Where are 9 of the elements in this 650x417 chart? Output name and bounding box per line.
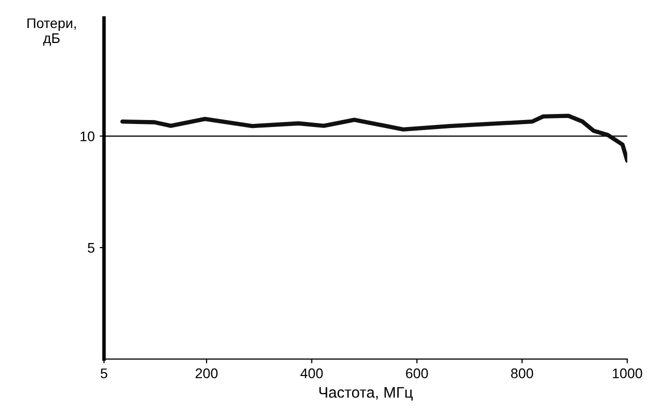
x-tick-label: 5 [100,368,108,378]
x-tick-label: 600 [406,368,428,378]
x-tick-label: 1000 [612,368,642,378]
y-tick-label: 10 [80,131,94,142]
x-tick-label: 200 [196,368,218,378]
x-axis-title: Частота, МГц [319,387,413,401]
x-tick-label: 800 [511,368,534,378]
x-tick-label: 400 [300,368,323,378]
y-axis-title: Потери, дБ [27,18,76,46]
